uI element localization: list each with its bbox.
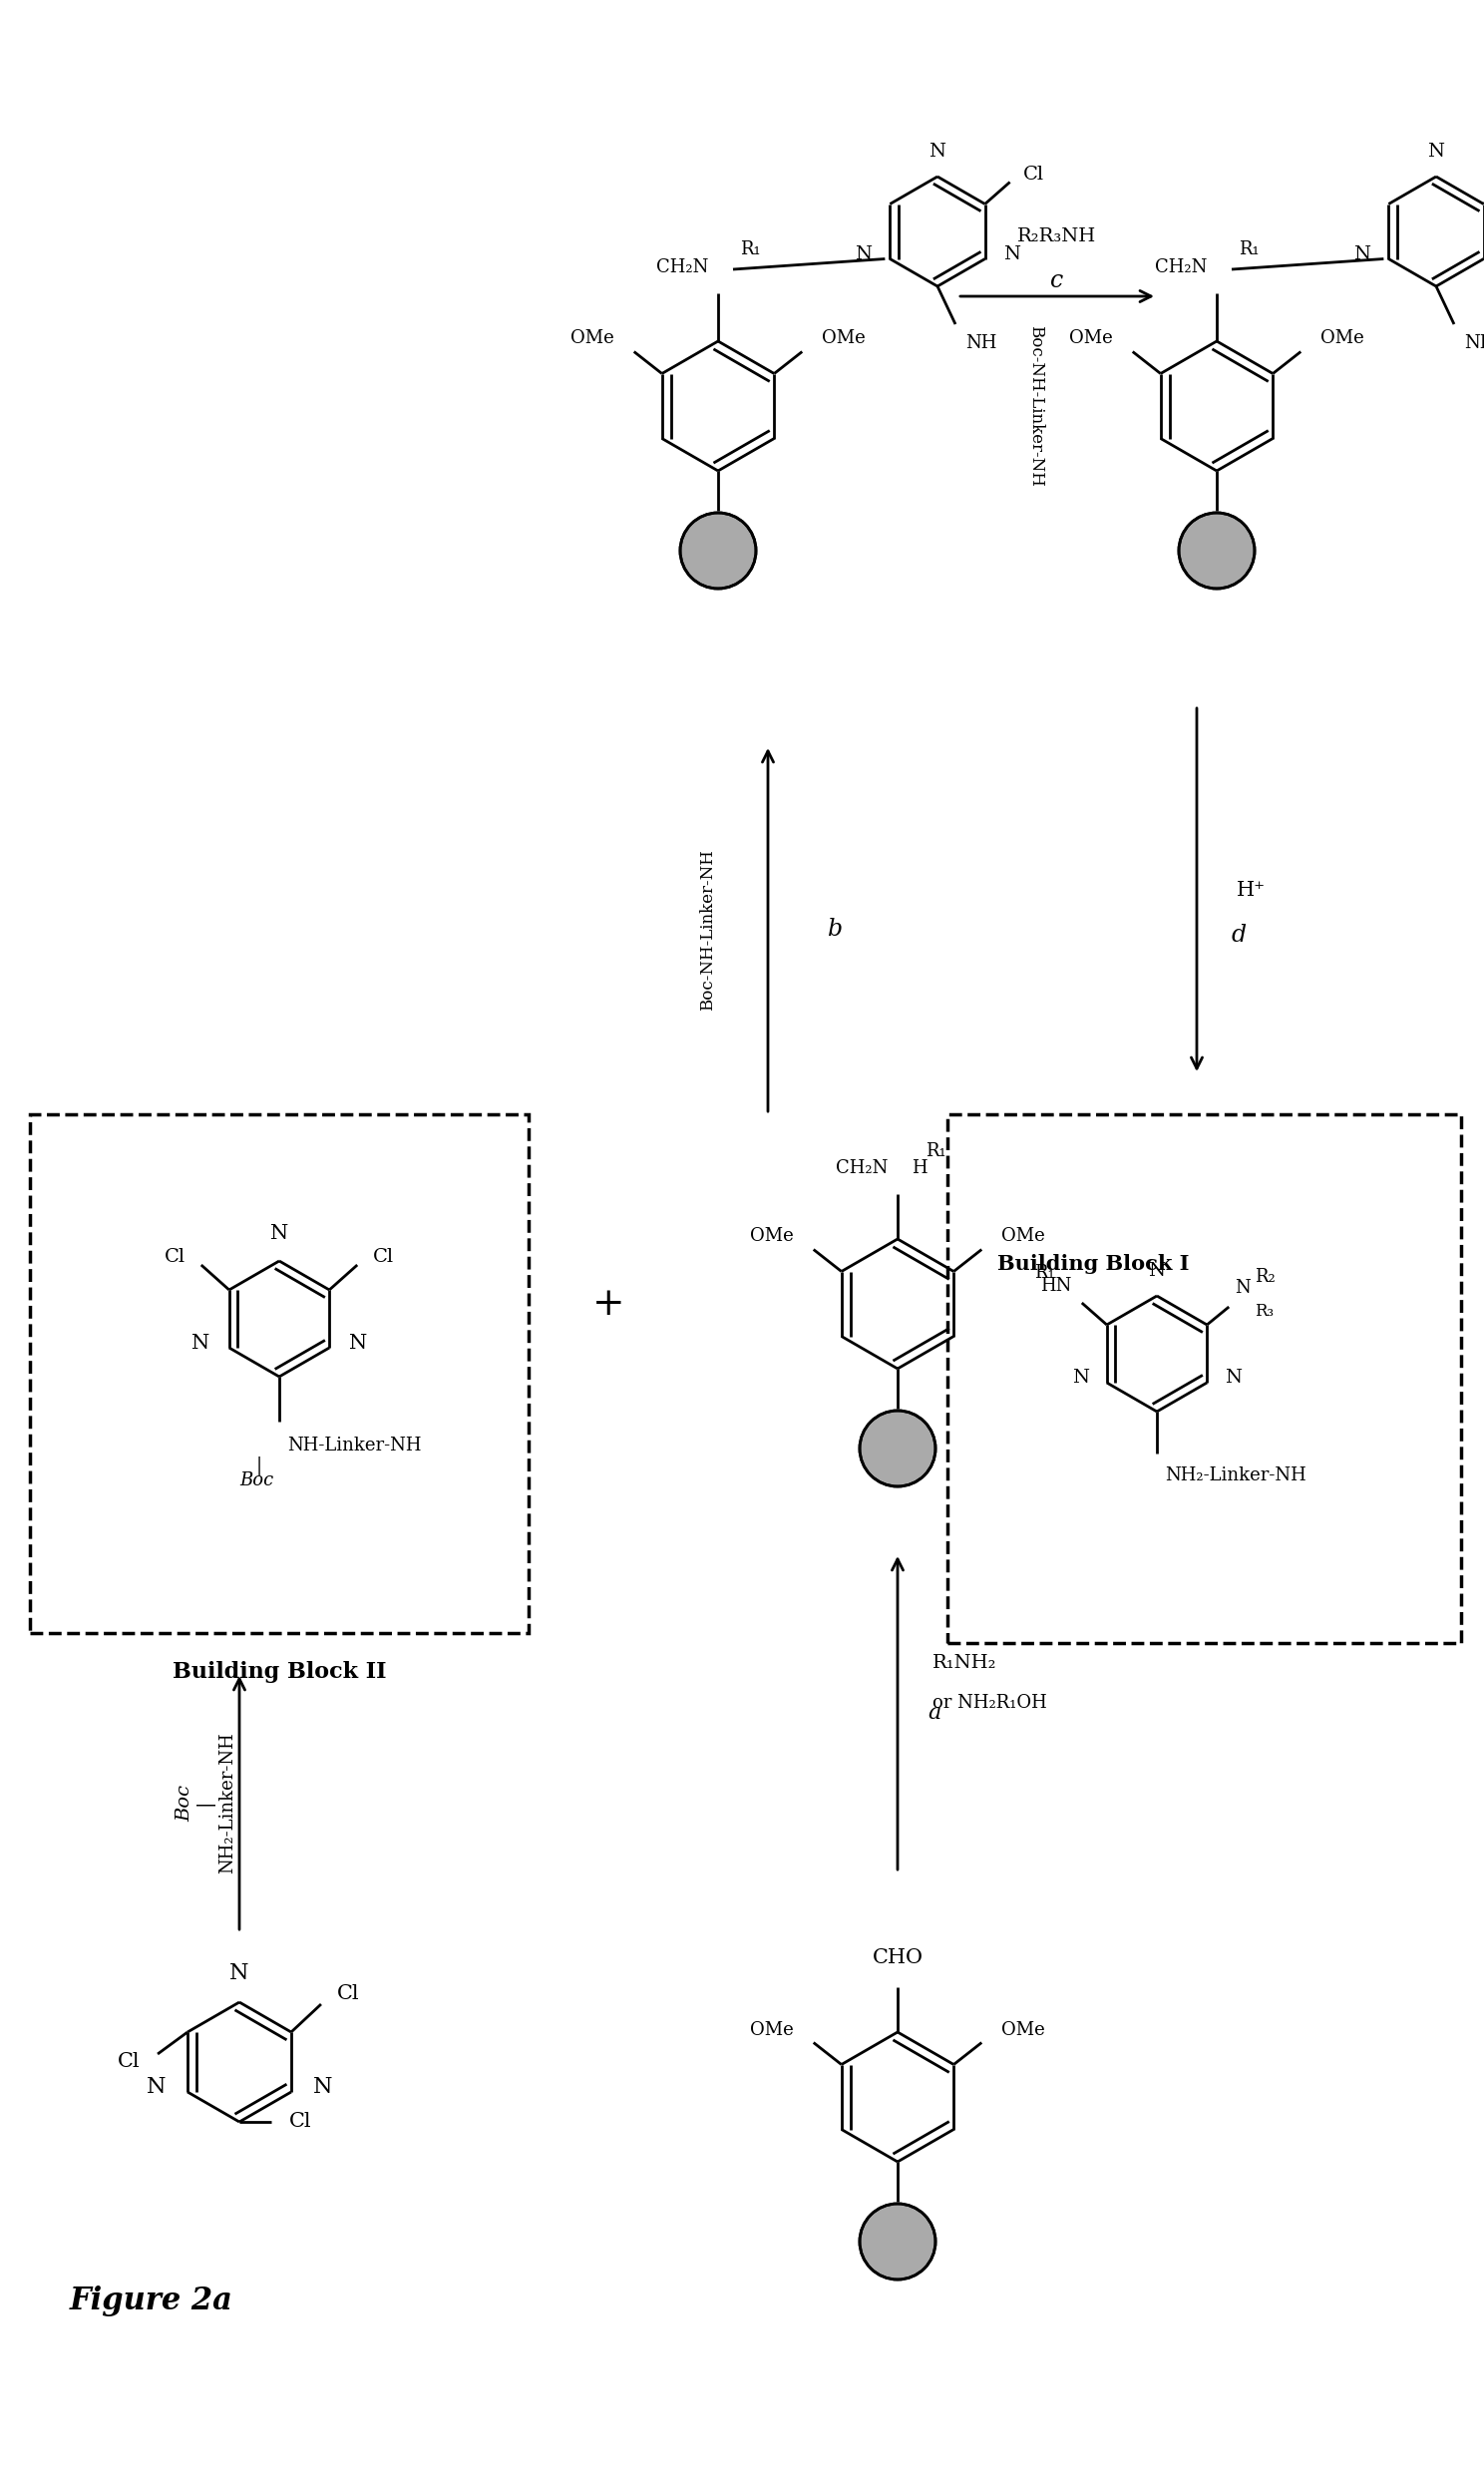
Text: R₁: R₁ bbox=[739, 242, 760, 259]
Text: NH₂-Linker-NH: NH₂-Linker-NH bbox=[1165, 1467, 1306, 1485]
Text: Cl: Cl bbox=[337, 1985, 359, 2003]
Circle shape bbox=[859, 2205, 935, 2279]
Circle shape bbox=[680, 513, 755, 588]
Text: Cl: Cl bbox=[1022, 164, 1043, 182]
Text: CH₂N: CH₂N bbox=[1155, 259, 1206, 277]
Text: NH₂-Linker-NH: NH₂-Linker-NH bbox=[218, 1731, 236, 1873]
Text: OMe: OMe bbox=[749, 1228, 794, 1246]
Text: CH₂N: CH₂N bbox=[656, 259, 708, 277]
Text: R₂: R₂ bbox=[1255, 1268, 1276, 1285]
Text: N: N bbox=[270, 1223, 288, 1243]
Text: Cl: Cl bbox=[289, 2112, 312, 2132]
Text: N: N bbox=[230, 1963, 249, 1985]
Text: or NH₂R₁OH: or NH₂R₁OH bbox=[932, 1694, 1046, 1711]
Text: Boc-NH-Linker-NH: Boc-NH-Linker-NH bbox=[699, 849, 717, 1011]
Text: Figure 2a: Figure 2a bbox=[70, 2287, 233, 2317]
Text: OMe: OMe bbox=[1002, 1228, 1045, 1246]
Text: R₁: R₁ bbox=[925, 1143, 945, 1161]
Text: Boc-NH-Linker-NH: Boc-NH-Linker-NH bbox=[1027, 326, 1045, 486]
Text: N: N bbox=[349, 1333, 368, 1353]
Text: N: N bbox=[1235, 1278, 1251, 1298]
Text: N: N bbox=[1003, 244, 1020, 264]
Text: OMe: OMe bbox=[1068, 329, 1113, 349]
Text: H⁺: H⁺ bbox=[1236, 879, 1266, 899]
Text: N: N bbox=[1224, 1368, 1242, 1387]
Text: N: N bbox=[855, 244, 873, 264]
Text: N: N bbox=[1071, 1368, 1089, 1387]
Text: a: a bbox=[928, 1701, 941, 1724]
Text: N: N bbox=[145, 2075, 166, 2097]
Circle shape bbox=[859, 1410, 935, 1487]
Text: Boc: Boc bbox=[239, 1472, 273, 1490]
Text: OMe: OMe bbox=[822, 329, 865, 349]
Text: N: N bbox=[313, 2075, 332, 2097]
Text: Building Block II: Building Block II bbox=[172, 1661, 386, 1684]
Text: d: d bbox=[1232, 924, 1247, 947]
Text: CH₂N: CH₂N bbox=[835, 1158, 887, 1178]
Text: HN: HN bbox=[1040, 1278, 1071, 1295]
Text: N: N bbox=[1353, 244, 1371, 264]
Text: |: | bbox=[194, 1799, 214, 1806]
Text: Cl: Cl bbox=[372, 1248, 395, 1265]
Text: OMe: OMe bbox=[749, 2020, 794, 2038]
Text: N: N bbox=[1428, 142, 1444, 159]
Text: OMe: OMe bbox=[1002, 2020, 1045, 2038]
Text: Boc: Boc bbox=[175, 1784, 193, 1821]
Text: N: N bbox=[929, 142, 945, 159]
Text: NH: NH bbox=[966, 334, 997, 351]
Text: NH-Linker-NH: NH-Linker-NH bbox=[288, 1437, 421, 1455]
Text: H: H bbox=[911, 1158, 928, 1178]
Text: Cl: Cl bbox=[165, 1248, 186, 1265]
Text: NH: NH bbox=[1465, 334, 1484, 351]
Text: b: b bbox=[828, 919, 843, 942]
Text: N: N bbox=[191, 1333, 209, 1353]
Text: c: c bbox=[1051, 269, 1064, 294]
Circle shape bbox=[1178, 513, 1254, 588]
Text: |: | bbox=[257, 1457, 263, 1475]
Text: OMe: OMe bbox=[1321, 329, 1364, 349]
Text: Cl: Cl bbox=[117, 2053, 139, 2073]
Text: Building Block I: Building Block I bbox=[997, 1253, 1189, 1273]
Text: R₁: R₁ bbox=[1238, 242, 1258, 259]
Bar bbox=[30, 1113, 528, 1634]
Text: CHO: CHO bbox=[873, 1948, 923, 1968]
Text: R₃: R₃ bbox=[1255, 1303, 1273, 1320]
Bar bbox=[947, 1113, 1462, 1644]
Text: R₁NH₂: R₁NH₂ bbox=[932, 1654, 997, 1671]
Text: R₁: R₁ bbox=[1034, 1263, 1055, 1283]
Text: R₂R₃NH: R₂R₃NH bbox=[1018, 227, 1097, 247]
Text: +: + bbox=[592, 1285, 625, 1323]
Text: OMe: OMe bbox=[570, 329, 614, 349]
Text: N: N bbox=[1149, 1263, 1165, 1280]
